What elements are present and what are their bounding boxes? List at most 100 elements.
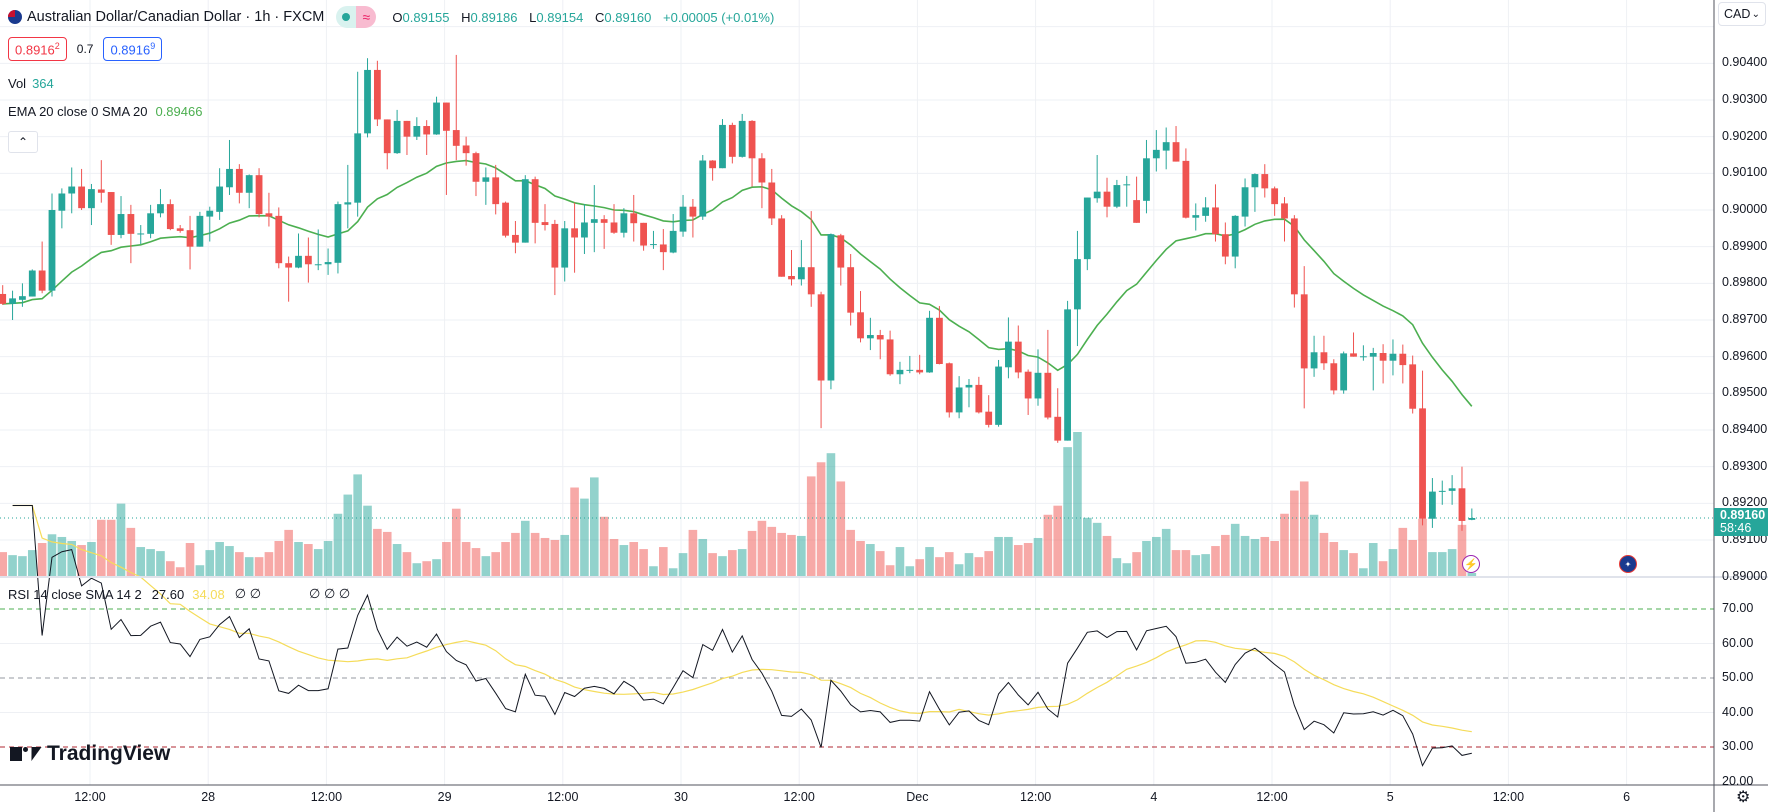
time-axis-label: 28 [201, 790, 216, 804]
symbol-title[interactable]: Australian Dollar/Canadian Dollar · 1h ·… [27, 9, 325, 25]
candle [502, 201, 509, 238]
candle-body [1054, 416, 1062, 441]
candle-body [1379, 353, 1387, 361]
candle-body [748, 120, 756, 159]
buy-button[interactable]: 0.89169 [103, 37, 163, 62]
candle-body [472, 153, 480, 182]
volume-legend[interactable]: Vol 364 [8, 76, 54, 91]
open-label: O [392, 9, 403, 25]
candle [403, 120, 411, 155]
candle-body [1212, 207, 1219, 235]
candle [373, 60, 381, 127]
candle [699, 154, 707, 220]
candle-body [314, 264, 322, 266]
price-axis-label: 0.89400 [1722, 422, 1768, 436]
candle-body [758, 158, 766, 183]
candle [413, 117, 421, 140]
low-label: L [529, 9, 537, 25]
sell-button[interactable]: 0.89162 [8, 37, 67, 62]
chevron-up-icon[interactable]: ⌃ [8, 131, 38, 153]
candle [97, 160, 105, 203]
candle [1202, 197, 1210, 222]
candle [482, 167, 490, 205]
volume-bar [777, 532, 786, 577]
volume-bar [994, 536, 1003, 577]
candle-body [1330, 363, 1338, 391]
candle [719, 119, 726, 169]
candle [1182, 148, 1190, 219]
candle [117, 196, 125, 239]
settings-gear-icon[interactable]: ⚙ [1736, 789, 1751, 806]
candle-body [886, 339, 894, 375]
volume-bar [1063, 447, 1072, 577]
ema-legend[interactable]: EMA 20 close 0 SMA 20 0.89466 [8, 104, 202, 119]
grid [0, 0, 1714, 785]
close-label: C [595, 9, 605, 25]
currency-dropdown[interactable]: CAD ⌄ [1718, 2, 1766, 26]
candle-body [521, 179, 529, 243]
volume-bar [875, 551, 885, 577]
volume-bar [659, 547, 668, 577]
candle [1093, 154, 1101, 203]
sell-price: 0.8916 [15, 42, 55, 58]
candle-body [275, 215, 283, 264]
candle [314, 229, 322, 271]
market-status-pill[interactable]: ≈ [336, 6, 377, 28]
volume-bar [1299, 481, 1309, 577]
rsi-axis-label: 40.00 [1722, 704, 1754, 719]
australia-event-flag-icon[interactable]: ✦ [1619, 555, 1637, 573]
candle-body [1300, 294, 1308, 369]
tradingview-logo[interactable]: TradingView [10, 742, 170, 766]
candle-body [630, 213, 638, 224]
candle [758, 153, 766, 209]
candle-body [97, 189, 105, 193]
price-axis-label: 0.90200 [1722, 128, 1768, 143]
candle [659, 229, 667, 271]
time-axis-label: 12:00 [310, 790, 343, 804]
volume-bar [1191, 555, 1201, 577]
candle [610, 204, 618, 234]
time-axis-label: 12:00 [547, 790, 579, 804]
candle [176, 225, 184, 233]
volume-bar [1270, 541, 1279, 577]
volume-bar [432, 559, 441, 577]
candle-body [19, 296, 26, 300]
volume-bar [235, 552, 244, 577]
volume-bar [619, 545, 629, 577]
ohlc-values: O0.89155 H0.89186 L0.89154 C0.89160 +0.0… [392, 10, 782, 25]
candle-body [28, 270, 36, 297]
volume-bar [698, 538, 708, 577]
candle-body [827, 234, 835, 381]
volume-bar [570, 487, 579, 577]
australia-flag-icon [8, 10, 22, 24]
volume-bar [1359, 568, 1368, 577]
rsi-legend[interactable]: RSI 14 close SMA 14 2 27.60 34.08 ∅ ∅ ∅ … [8, 586, 350, 602]
candle-body [206, 210, 214, 217]
volume-bar [520, 520, 530, 577]
volume-bar [264, 552, 274, 577]
candle [748, 120, 756, 187]
volume-bar [915, 559, 924, 577]
candle-body [1251, 174, 1259, 188]
rsi-pane [0, 504, 1714, 767]
candle-body [610, 222, 618, 233]
last-price-tag: 0.89160 58:46 [1714, 508, 1768, 536]
volume-bar [1004, 536, 1013, 577]
volume-bar [1290, 490, 1299, 577]
rsi-axis-label: 30.00 [1722, 739, 1754, 753]
candle-body [1261, 174, 1269, 189]
candle-body [137, 233, 145, 235]
volume-bar [166, 561, 175, 577]
price-axis-label: 0.89500 [1722, 385, 1768, 400]
rsi-axis-label: 20.00 [1722, 773, 1754, 788]
volume-bar [1398, 527, 1408, 577]
volume-bar [846, 529, 855, 577]
candle-body [1468, 518, 1476, 520]
candle [728, 122, 736, 164]
candle-body [196, 215, 204, 247]
lightning-event-icon[interactable]: ⚡ [1462, 555, 1480, 573]
volume-bar [1161, 528, 1171, 577]
candle-body [9, 298, 16, 304]
